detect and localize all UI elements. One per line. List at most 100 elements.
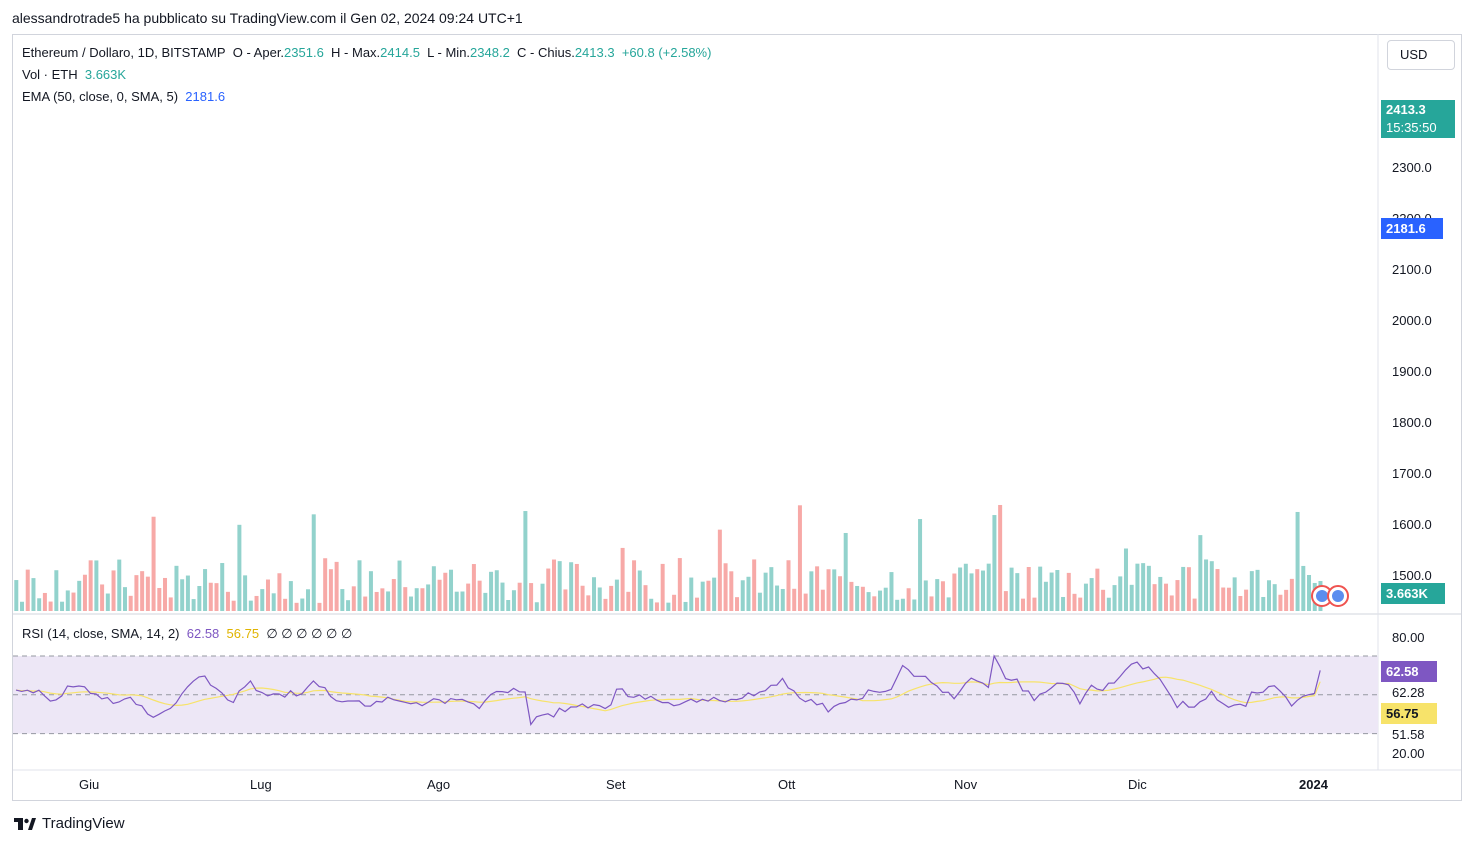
volume-bar xyxy=(431,566,436,611)
rsi-tick: 20.00 xyxy=(1392,746,1425,761)
volume-bar xyxy=(706,580,711,611)
volume-bar xyxy=(1129,584,1134,611)
volume-bar xyxy=(77,580,82,611)
volume-bar xyxy=(986,563,991,611)
rsi-line xyxy=(15,654,1321,726)
volume-bar xyxy=(712,577,717,611)
volume-bar xyxy=(1066,572,1071,611)
volume-bar xyxy=(145,576,150,611)
time-label: Nov xyxy=(954,777,978,792)
volume-bar xyxy=(31,578,36,611)
event-badge-icon xyxy=(1316,590,1328,602)
volume-bar xyxy=(323,558,328,611)
volume-bar xyxy=(878,590,883,611)
volume-bar xyxy=(546,568,551,611)
volume-bar xyxy=(849,581,854,611)
volume-bar xyxy=(563,589,568,611)
volume-bar xyxy=(866,592,871,611)
volume-bar xyxy=(317,602,322,611)
ohlc-legend: Ethereum / Dollaro, 1D, BITSTAMP O - Ape… xyxy=(22,45,711,60)
volume-bar xyxy=(100,584,105,611)
volume-bar xyxy=(1072,593,1077,611)
open-value: 2351.6 xyxy=(284,45,324,60)
volume-bar xyxy=(500,582,505,611)
volume-bar xyxy=(923,580,928,611)
volume-bar xyxy=(609,585,614,611)
volume-bar xyxy=(946,597,951,611)
volume-bar xyxy=(1307,574,1312,611)
credit-line: alessandrotrade5 ha pubblicato su Tradin… xyxy=(12,10,523,26)
volume-bar xyxy=(1078,597,1083,611)
volume-bar xyxy=(809,571,814,611)
volume-bar xyxy=(191,599,196,611)
volume-bar xyxy=(94,560,99,611)
volume-bar xyxy=(328,569,333,611)
volume-bar xyxy=(649,598,654,611)
volume-legend[interactable]: Vol · ETH 3.663K xyxy=(22,67,126,82)
volume-bar xyxy=(197,586,202,611)
price-tick: 1900.0 xyxy=(1392,364,1432,379)
volume-bar xyxy=(306,589,311,611)
volume-bar xyxy=(54,570,59,611)
volume-bar xyxy=(597,587,602,611)
volume-bar xyxy=(1289,578,1294,611)
event-badge-icon xyxy=(1332,590,1344,602)
rsi-extra-values: ∅ ∅ ∅ ∅ ∅ ∅ xyxy=(266,626,353,641)
volume-bar xyxy=(346,600,351,611)
rsi-tag: 62.58 xyxy=(1381,661,1437,682)
rsi-tick: 80.00 xyxy=(1392,630,1425,645)
volume-bar xyxy=(88,560,93,611)
volume-bar xyxy=(254,595,259,611)
volume-bar xyxy=(248,600,253,611)
price-tick: 1600.0 xyxy=(1392,517,1432,532)
rsi-ma-tag: 56.75 xyxy=(1381,703,1437,724)
volume-bar xyxy=(929,596,934,611)
volume-bar xyxy=(42,592,47,611)
currency-button[interactable]: USD xyxy=(1387,40,1455,70)
tradingview-logo[interactable]: TradingView xyxy=(14,815,125,832)
volume-bar xyxy=(603,598,608,611)
volume-bar xyxy=(980,570,985,611)
volume-tag: 3.663K xyxy=(1381,583,1445,604)
time-label: 2024 xyxy=(1299,777,1328,792)
volume-bar xyxy=(243,575,248,611)
volume-bar xyxy=(294,602,299,611)
volume-bar xyxy=(1015,573,1020,611)
volume-bar xyxy=(969,573,974,611)
rsi-label: RSI (14, close, SMA, 14, 2) xyxy=(22,626,180,641)
symbol-title[interactable]: Ethereum / Dollaro, 1D, BITSTAMP xyxy=(22,45,226,60)
volume-bar xyxy=(220,563,225,611)
ema-legend[interactable]: EMA (50, close, 0, SMA, 5) 2181.6 xyxy=(22,89,225,104)
volume-bar xyxy=(740,580,745,611)
volume-bar xyxy=(643,585,648,611)
volume-bar xyxy=(769,567,774,611)
volume-bar xyxy=(351,586,356,611)
volume-bar xyxy=(231,600,236,611)
volume-bar xyxy=(517,582,522,611)
rsi-ma-value: 56.75 xyxy=(226,626,260,641)
volume-bar xyxy=(1101,589,1106,611)
volume-bar xyxy=(975,569,980,611)
volume-bar xyxy=(998,504,1003,611)
chart-frame xyxy=(12,34,1462,801)
volume-bar xyxy=(140,571,145,611)
volume-bar xyxy=(311,514,316,611)
volume-bar xyxy=(963,563,968,611)
change-value: +60.8 (+2.58%) xyxy=(621,45,712,60)
rsi-legend[interactable]: RSI (14, close, SMA, 14, 2) 62.58 56.75 … xyxy=(22,626,352,642)
volume-bar xyxy=(277,573,282,611)
volume-bar xyxy=(460,591,465,611)
volume-bar xyxy=(586,595,591,611)
volume-bar xyxy=(449,569,454,611)
low-label: L - Min. xyxy=(427,45,471,60)
volume-bar xyxy=(134,575,139,611)
volume-bar xyxy=(489,571,494,611)
close-value: 2413.3 xyxy=(574,45,615,60)
volume-bar xyxy=(1186,567,1191,611)
volume-bar xyxy=(1141,563,1146,611)
volume-bar xyxy=(1249,571,1254,611)
volume-bar xyxy=(14,580,19,611)
volume-bar xyxy=(1043,581,1048,611)
volume-bar xyxy=(832,569,837,611)
